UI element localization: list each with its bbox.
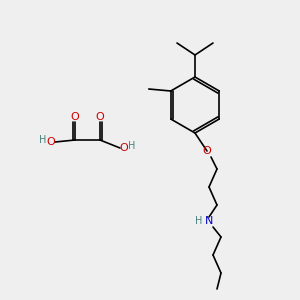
Text: O: O: [46, 137, 56, 147]
Text: O: O: [202, 146, 211, 156]
Text: H: H: [128, 141, 136, 151]
Text: H: H: [39, 135, 47, 145]
Text: O: O: [96, 112, 104, 122]
Text: O: O: [120, 143, 128, 153]
Text: N: N: [205, 216, 213, 226]
Text: O: O: [70, 112, 80, 122]
Text: H: H: [195, 216, 203, 226]
